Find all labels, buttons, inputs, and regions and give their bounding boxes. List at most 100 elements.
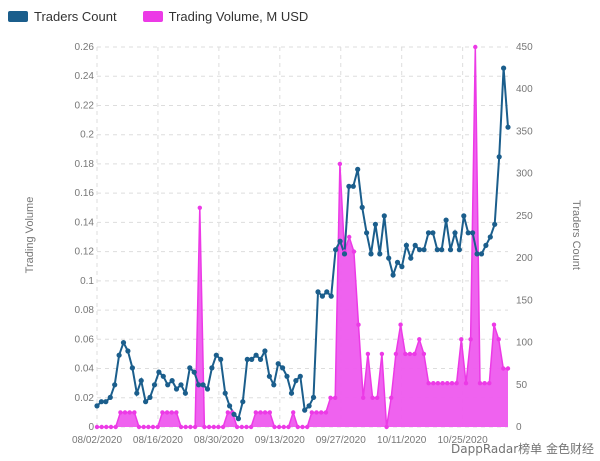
traders-point — [306, 403, 312, 409]
volume-point — [412, 351, 417, 357]
traders-point — [350, 183, 356, 189]
volume-point — [370, 395, 375, 400]
left-tick-label: 0.16 — [75, 188, 95, 199]
watermark-logo: DappRadar榜单 金色财经 — [451, 442, 594, 456]
volume-point — [113, 424, 118, 430]
right-tick-label: 400 — [516, 84, 533, 95]
traders-point — [209, 365, 215, 371]
traders-point — [501, 65, 507, 71]
volume-point — [220, 424, 226, 430]
traders-point — [227, 403, 233, 409]
volume-point — [104, 424, 109, 430]
traders-point — [456, 247, 462, 253]
traders-point — [222, 390, 228, 396]
traders-point — [284, 373, 290, 379]
traders-point — [315, 289, 321, 295]
traders-point — [483, 242, 489, 248]
volume-point — [258, 410, 263, 415]
volume-point — [351, 249, 357, 254]
volume-point — [244, 424, 249, 430]
right-tick-label: 200 — [516, 253, 533, 264]
volume-point — [333, 395, 338, 400]
volume-point — [202, 424, 207, 430]
x-tick-label: 08/02/2020 — [72, 435, 122, 446]
volume-point — [468, 337, 473, 342]
traders-point — [138, 378, 144, 384]
volume-point — [496, 337, 501, 342]
left-tick-label: 0.06 — [75, 334, 95, 345]
axis-ticks: 0 0.02 0.04 0.06 0.08 0.1 0.12 0.14 0.16 0.18 0.2 0… — [72, 42, 533, 446]
traders-point — [430, 230, 436, 236]
left-tick-label: 0.26 — [75, 42, 95, 53]
volume-point — [169, 410, 174, 415]
volume-point — [309, 410, 314, 415]
traders-point — [394, 259, 401, 265]
traders-point — [275, 361, 281, 367]
traders-point — [231, 411, 237, 417]
series-points — [94, 44, 511, 430]
volume-point — [445, 381, 450, 386]
chart-legend: Traders Count Trading Volume, M USD — [8, 6, 308, 26]
volume-point — [188, 424, 193, 430]
traders-point — [399, 264, 405, 270]
traders-point — [120, 340, 127, 346]
legend-traders-label: Traders Count — [34, 8, 117, 24]
left-tick-label: 0.18 — [75, 159, 95, 170]
traders-point — [381, 213, 387, 219]
traders-point — [240, 399, 246, 405]
volume-point — [267, 410, 272, 415]
volume-point — [384, 424, 389, 430]
traders-point — [151, 382, 158, 388]
volume-point — [225, 410, 230, 415]
volume-point — [160, 410, 165, 415]
volume-point — [505, 366, 511, 371]
right-tick-label: 450 — [516, 42, 533, 53]
traders-point — [160, 373, 166, 379]
volume-point — [248, 424, 254, 430]
volume-point — [431, 381, 436, 386]
volume-swatch — [142, 10, 163, 22]
traders-point — [478, 251, 485, 257]
volume-point — [174, 410, 179, 415]
volume-point — [421, 351, 427, 357]
traders-point — [178, 382, 184, 388]
traders-point — [417, 247, 423, 253]
traders-point — [297, 373, 303, 379]
traders-point — [94, 403, 100, 409]
volume-point — [216, 424, 221, 430]
volume-point — [146, 424, 151, 430]
volume-point — [501, 366, 506, 371]
traders-point — [359, 204, 365, 210]
volume-point — [262, 410, 268, 415]
traders-point — [421, 247, 427, 253]
volume-point — [417, 337, 422, 342]
volume-point — [389, 395, 394, 400]
x-tick-label: 09/13/2020 — [255, 435, 305, 446]
traders-point — [310, 394, 317, 400]
x-tick-label: 09/27/2020 — [316, 435, 366, 446]
traders-point — [403, 242, 409, 248]
volume-point — [300, 424, 305, 430]
traders-point — [337, 238, 343, 244]
traders-point — [156, 369, 162, 375]
legend-item-volume[interactable]: Trading Volume, M USD — [142, 9, 308, 24]
traders-point — [333, 247, 339, 253]
traders-point — [218, 356, 224, 362]
traders-point — [191, 369, 197, 375]
volume-point — [347, 234, 352, 240]
right-tick-label: 150 — [516, 295, 533, 306]
left-axis-label: Trading Volume — [24, 197, 36, 274]
traders-point — [355, 166, 361, 172]
right-tick-label: 300 — [516, 169, 533, 180]
right-tick-label: 0 — [516, 422, 522, 433]
volume-point — [403, 351, 408, 357]
legend-item-traders[interactable]: Traders Count — [8, 9, 117, 24]
left-tick-label: 0.24 — [75, 71, 95, 82]
volume-point — [94, 424, 100, 430]
volume-point — [463, 381, 469, 386]
traders-point — [169, 378, 175, 384]
right-axis-label: Traders Count — [570, 200, 582, 270]
volume-point — [197, 205, 202, 210]
traders-point — [103, 399, 109, 405]
volume-point — [426, 381, 431, 386]
